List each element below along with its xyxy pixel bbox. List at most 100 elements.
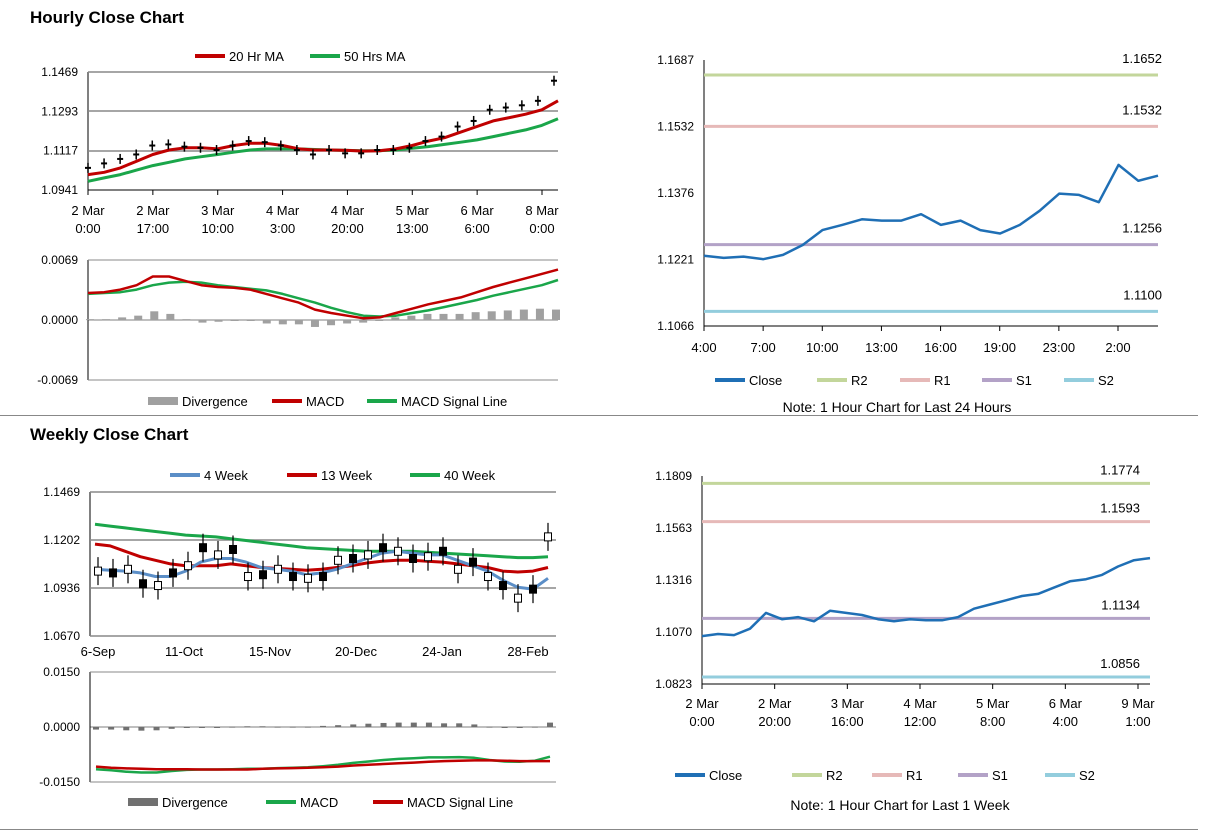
- hourly-levels-x-tick: 19:00: [983, 340, 1016, 355]
- weekly-levels-x-tick-time: 8:00: [980, 714, 1005, 729]
- weekly-legend-macd-label: MACD: [300, 795, 338, 810]
- hourly-divergence-bar: [230, 320, 239, 321]
- hourly-levels-y-tick: 1.1687: [657, 53, 694, 67]
- weekly-levels-note: Note: 1 Hour Chart for Last 1 Week: [790, 797, 1010, 813]
- weekly-legend-signal-label: MACD Signal Line: [407, 795, 513, 810]
- weekly-divergence-bar: [229, 726, 236, 728]
- hourly-divergence-bar: [535, 308, 544, 320]
- weekly-level-r1-value: 1.1593: [1100, 501, 1140, 516]
- hourly-divergence-bar: [487, 311, 496, 320]
- weekly-divergence-bar: [244, 726, 251, 728]
- weekly-levels-x-tick-time: 16:00: [831, 714, 864, 729]
- weekly-candle-body: [124, 564, 132, 574]
- hourly-levels-y-tick: 1.1376: [657, 186, 694, 200]
- weekly-levels-y-tick: 1.1563: [655, 521, 692, 535]
- hourly-divergence-bar: [278, 320, 287, 325]
- weekly-candle-body: [469, 557, 477, 567]
- weekly-40week-line: [94, 522, 549, 560]
- weekly-candle-body: [139, 579, 147, 589]
- weekly-levels-x-tick-time: 0:00: [689, 714, 714, 729]
- weekly-divergence-bar: [350, 724, 357, 727]
- hourly-divergence-bar: [439, 313, 448, 320]
- weekly-legend-divergence-label: Divergence: [162, 795, 228, 810]
- weekly-candle-body: [304, 573, 312, 583]
- hourly-level-s2-value: 1.1100: [1123, 287, 1162, 302]
- weekly-levels-x-tick-time: 12:00: [904, 714, 937, 729]
- weekly-divergence-bar: [410, 722, 417, 727]
- hourly-price-x-tick-date: 2 Mar: [71, 203, 105, 218]
- weekly-price-x-tick: 28-Feb: [507, 644, 548, 659]
- hourly-divergence-bar: [86, 319, 94, 321]
- hourly-ma20-line: [87, 99, 559, 177]
- hourly-divergence-bar: [150, 311, 159, 320]
- weekly-levels-y-tick: 1.1316: [655, 573, 692, 587]
- weekly-divergence-bar: [168, 727, 175, 729]
- weekly-divergence-bar: [198, 727, 205, 728]
- hourly-divergence-bar: [118, 317, 127, 320]
- hourly-divergence-bar: [503, 310, 512, 320]
- hourly-levels-x-tick: 23:00: [1043, 340, 1076, 355]
- weekly-candle-body: [199, 543, 207, 553]
- weekly-candle-body: [514, 593, 522, 603]
- hourly-price-x-tick-time: 6:00: [464, 221, 489, 236]
- weekly-divergence-bar: [380, 722, 387, 727]
- weekly-candle-body: [454, 564, 462, 574]
- hourly-divergence-bar: [455, 313, 464, 320]
- weekly-signal-line: [95, 759, 550, 771]
- weekly-candle-body: [169, 568, 177, 578]
- weekly-price-x-tick: 15-Nov: [249, 644, 291, 659]
- weekly-levels-x-tick-date: 2 Mar: [685, 696, 719, 711]
- weekly-levels-legend-s2-label: S2: [1079, 768, 1095, 783]
- weekly-divergence-bar: [456, 723, 463, 727]
- hourly-price-y-tick: 1.1469: [41, 65, 78, 79]
- hourly-levels-legend-s2-label: S2: [1098, 373, 1114, 388]
- section-divider: [0, 415, 1198, 416]
- weekly-candle-body: [214, 550, 222, 560]
- hourly-levels-x-tick: 13:00: [865, 340, 898, 355]
- weekly-divergence-bar: [183, 727, 190, 728]
- hourly-price-x-tick-date: 4 Mar: [331, 203, 365, 218]
- weekly-candle-body: [379, 543, 387, 553]
- hourly-macd-y-tick: 0.0000: [41, 313, 78, 327]
- weekly-candle-body: [544, 532, 552, 542]
- weekly-divergence-bar: [531, 726, 538, 728]
- weekly-price-x-tick: 24-Jan: [422, 644, 462, 659]
- hourly-divergence-bar: [198, 320, 207, 323]
- hourly-legend-divergence-label: Divergence: [182, 394, 248, 409]
- weekly-divergence-bar: [486, 726, 493, 728]
- hourly-levels-y-tick: 1.1066: [657, 319, 694, 333]
- weekly-divergence-bar: [138, 727, 145, 731]
- weekly-levels-y-tick: 1.0823: [655, 677, 692, 691]
- weekly-divergence-bar: [335, 725, 342, 727]
- weekly-levels-y-tick: 1.1070: [655, 625, 692, 639]
- hourly-levels-legend-close-label: Close: [749, 373, 782, 388]
- hourly-price-y-tick: 1.1293: [41, 104, 78, 118]
- hourly-level-s1-value: 1.1256: [1122, 221, 1162, 236]
- hourly-price-x-tick-time: 20:00: [331, 221, 364, 236]
- hourly-divergence-bar: [359, 320, 368, 323]
- weekly-levels-y-tick: 1.1809: [655, 469, 692, 483]
- weekly-divergence-bar: [259, 726, 266, 728]
- weekly-section-title: Weekly Close Chart: [30, 425, 189, 444]
- weekly-legend-4week-label: 4 Week: [204, 468, 248, 483]
- hourly-price-x-tick-date: 6 Mar: [461, 203, 495, 218]
- hourly-divergence-bar: [327, 320, 336, 326]
- hourly-divergence-bar: [294, 320, 303, 325]
- hourly-divergence-bar: [134, 315, 143, 320]
- hourly-price-x-tick-time: 0:00: [75, 221, 100, 236]
- weekly-candle-body: [109, 568, 117, 578]
- weekly-candle-body: [394, 546, 402, 556]
- weekly-levels-legend-r2-label: R2: [826, 768, 843, 783]
- hourly-levels-legend-s1-label: S1: [1016, 373, 1032, 388]
- weekly-divergence-bar: [425, 722, 432, 727]
- weekly-levels-x-tick-date: 5 Mar: [976, 696, 1010, 711]
- hourly-divergence-bar: [552, 309, 560, 320]
- weekly-price-x-tick: 11-Oct: [165, 644, 203, 659]
- weekly-price-y-tick: 1.1202: [43, 533, 80, 547]
- weekly-divergence-bar: [274, 726, 281, 728]
- hourly-price-x-tick-date: 8 Mar: [525, 203, 559, 218]
- hourly-macd-y-tick: -0.0069: [37, 373, 78, 387]
- hourly-legend-ma50-label: 50 Hrs MA: [344, 49, 406, 64]
- weekly-level-s2-value: 1.0856: [1100, 656, 1140, 671]
- weekly-divergence-bar: [214, 727, 221, 728]
